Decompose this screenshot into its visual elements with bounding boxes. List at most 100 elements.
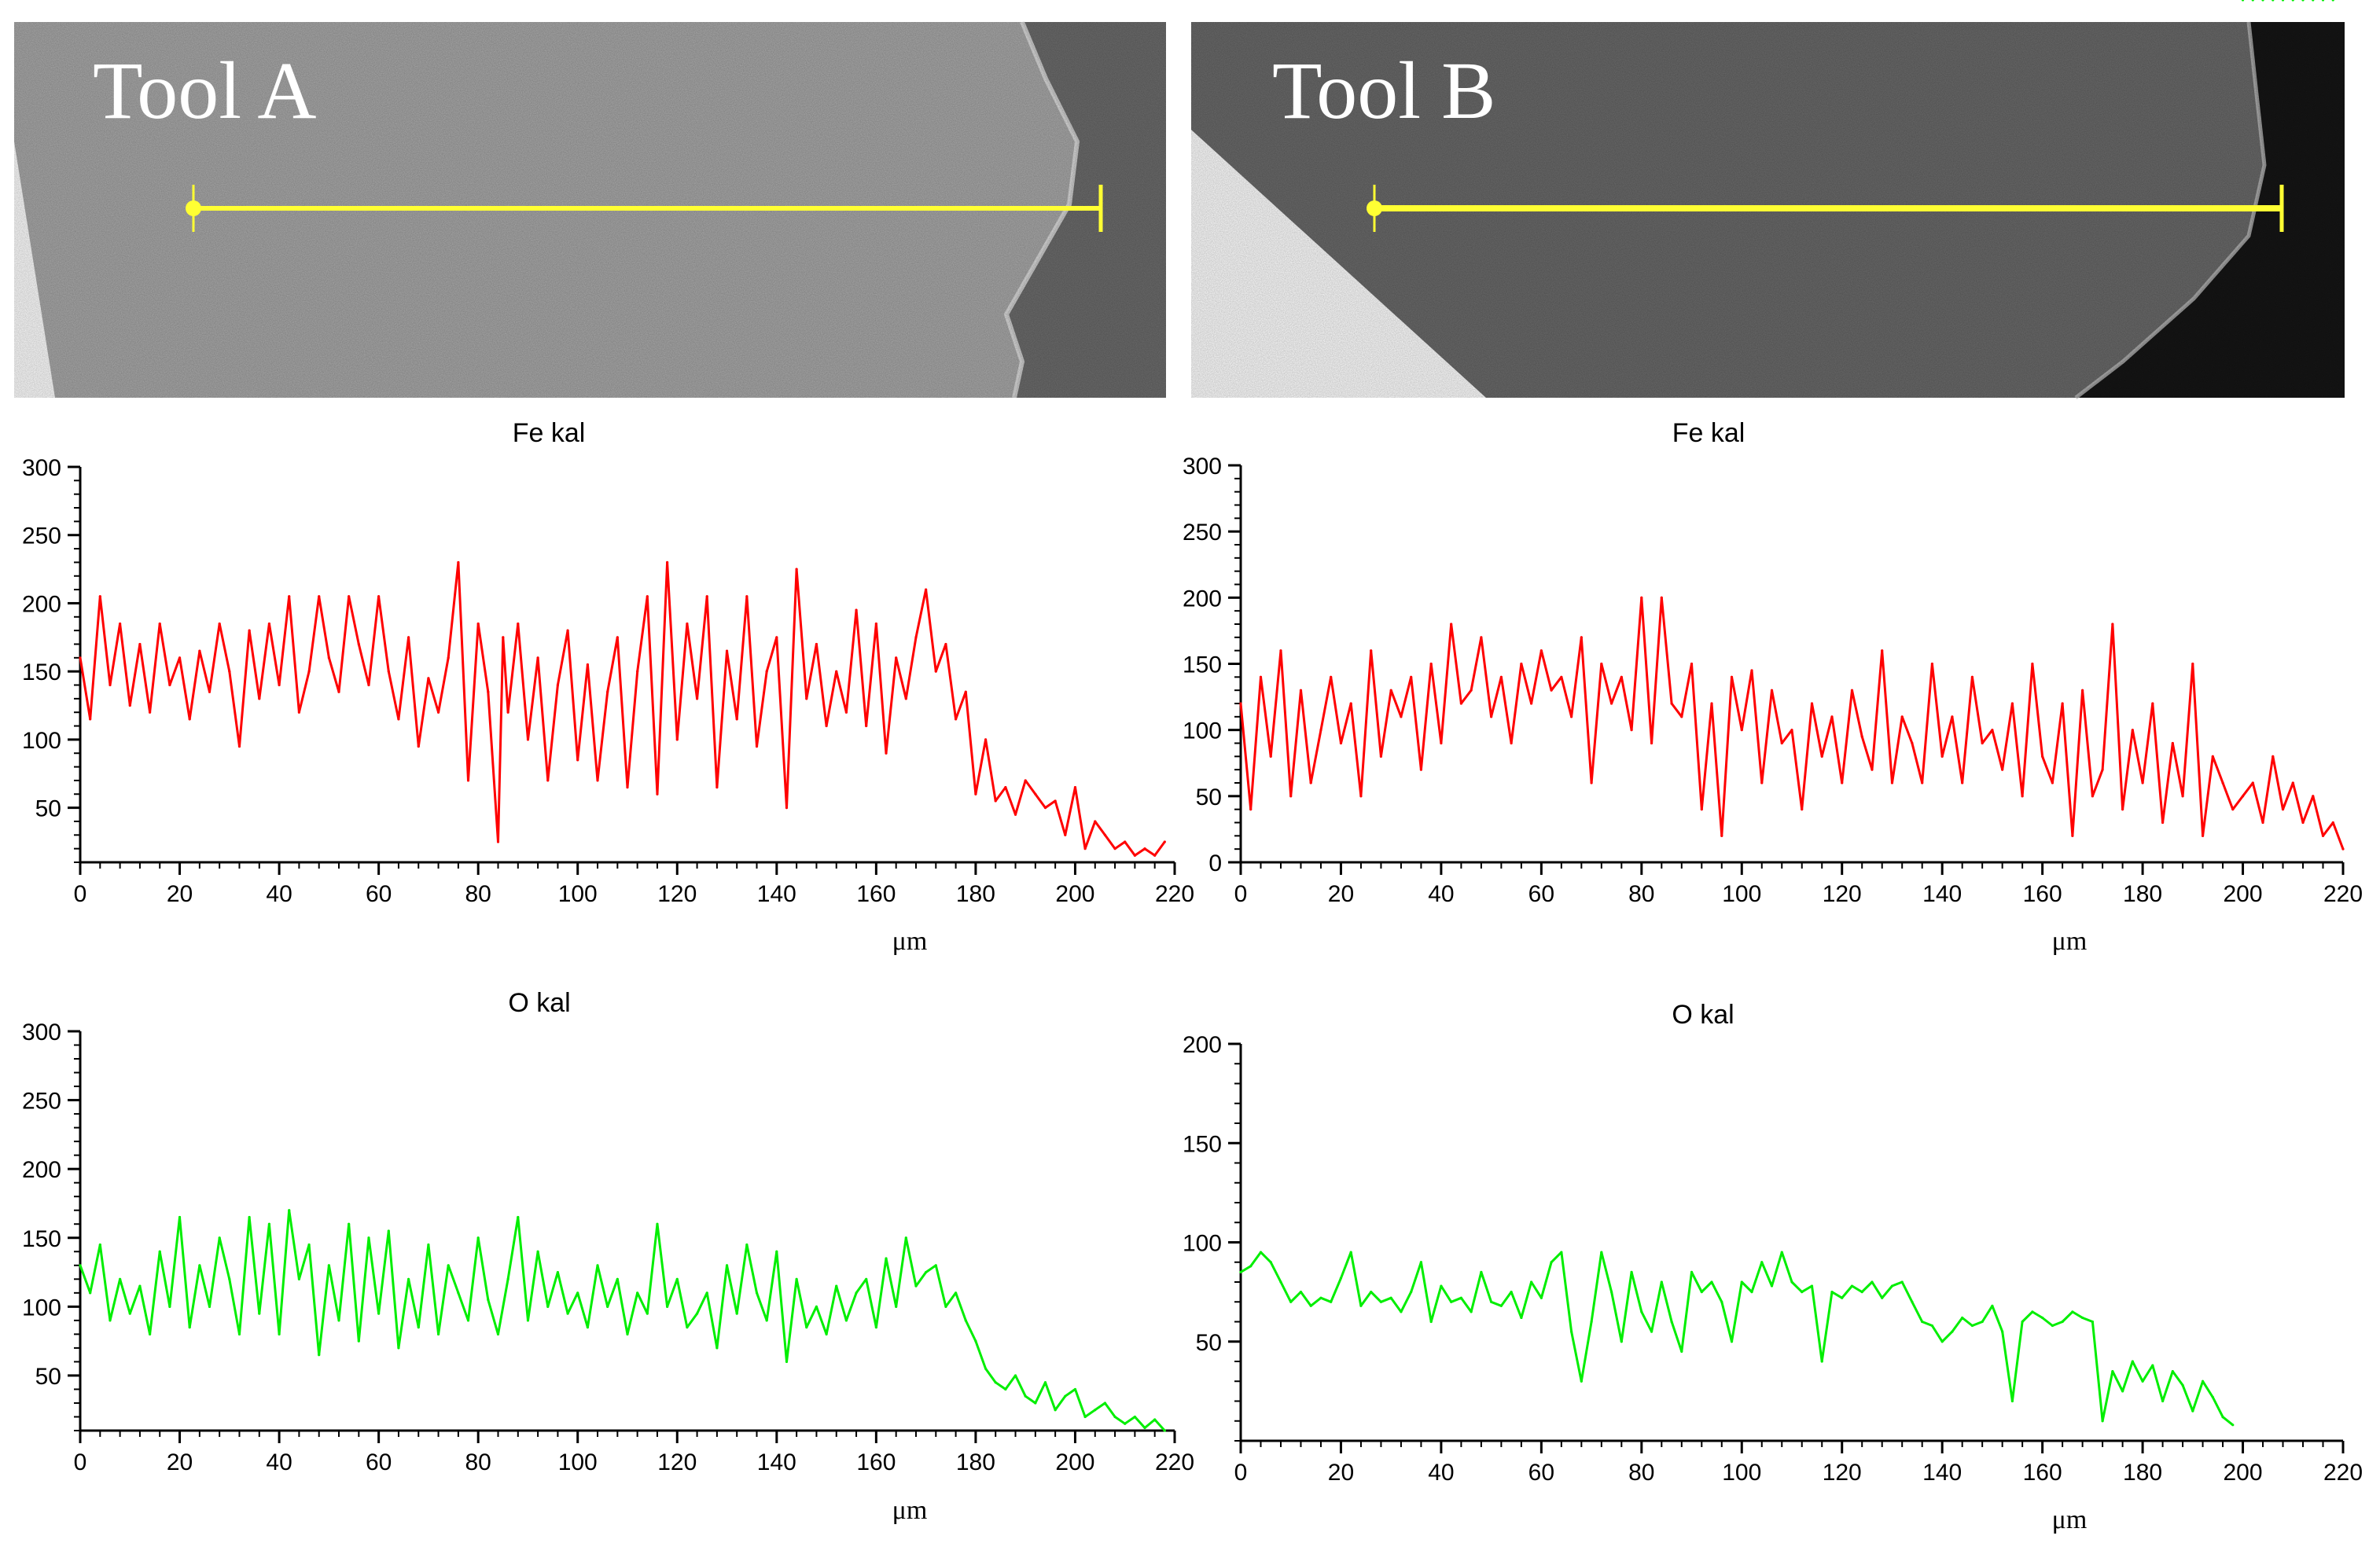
data-point — [318, 1354, 321, 1357]
data-point — [705, 1291, 708, 1295]
data-point — [1133, 854, 1136, 857]
data-point — [646, 595, 649, 598]
data-point — [2301, 821, 2305, 825]
data-point — [1379, 1300, 1383, 1303]
data-point — [1660, 1280, 1663, 1284]
y-tick-label: 200 — [22, 591, 61, 617]
data-point — [2341, 847, 2345, 850]
data-point — [2010, 702, 2014, 705]
data-point — [188, 718, 191, 721]
x-axis-label: μm — [2052, 927, 2088, 956]
data-point — [407, 1277, 410, 1280]
series-line-a1 — [79, 560, 1166, 857]
data-point — [1961, 781, 1964, 784]
data-point — [566, 629, 569, 632]
data-point — [1620, 1340, 1623, 1343]
data-point — [1490, 715, 1493, 718]
data-point — [705, 595, 708, 598]
data-point — [944, 642, 947, 646]
data-point — [168, 683, 171, 687]
data-point — [109, 683, 112, 687]
data-point — [974, 792, 977, 795]
x-tick-label: 140 — [757, 881, 796, 907]
data-point — [1054, 799, 1057, 803]
data-point — [1410, 675, 1413, 678]
data-point — [2261, 0, 2264, 2]
data-point — [715, 786, 719, 789]
data-point — [526, 1319, 530, 1322]
data-point — [2051, 781, 2054, 784]
data-point — [2131, 1360, 2134, 1363]
data-point — [775, 1250, 778, 1253]
sem-image-tool-a: Tool A — [14, 20, 1166, 399]
data-point — [218, 1236, 221, 1240]
series-line-a2 — [79, 1209, 1166, 1432]
data-point — [984, 1367, 988, 1370]
data-point — [128, 1312, 131, 1315]
data-point — [2111, 1370, 2114, 1373]
data-point — [666, 560, 669, 564]
x-axis-label: μm — [892, 1496, 928, 1525]
data-point — [2261, 821, 2264, 825]
data-point — [466, 779, 470, 782]
x-tick-label: 120 — [1823, 881, 1862, 907]
data-point — [606, 1305, 609, 1308]
data-point — [546, 1305, 550, 1308]
data-point — [307, 670, 311, 673]
data-point — [427, 1243, 430, 1247]
data-point — [1830, 715, 1834, 718]
y-tick-label: 0 — [1208, 850, 1222, 876]
data-point — [2151, 1364, 2154, 1367]
data-point — [955, 718, 958, 721]
data-point — [178, 656, 182, 659]
x-tick-label: 20 — [1328, 1460, 1354, 1486]
data-point — [1930, 662, 1934, 666]
y-tick-label: 200 — [22, 1157, 61, 1183]
x-tick-label: 160 — [856, 1449, 896, 1475]
y-tick-label: 250 — [1183, 520, 1222, 546]
data-point — [994, 1381, 997, 1384]
data-point — [2111, 623, 2114, 626]
data-point — [436, 1332, 440, 1335]
data-point — [1510, 1291, 1513, 1294]
data-point — [914, 636, 918, 639]
data-point — [1339, 1277, 1343, 1280]
data-point — [466, 1319, 470, 1322]
data-point — [1820, 755, 1823, 758]
x-tick-label: 20 — [167, 1449, 193, 1475]
data-point — [228, 1277, 231, 1280]
chart-tool-b-fe: Fe kal 0 20 40 60 80 100 120 140 160 180 200 220 0 50 1… — [1183, 418, 2363, 956]
data-point — [506, 1277, 509, 1280]
data-point — [79, 656, 82, 659]
y-tick-label: 100 — [1183, 1231, 1222, 1257]
data-point — [1890, 1284, 1894, 1288]
data-point — [1860, 735, 1863, 738]
data-point — [715, 1346, 719, 1350]
data-point — [755, 1291, 759, 1295]
data-point — [2081, 689, 2084, 692]
data-point — [2101, 1420, 2104, 1423]
data-point — [735, 718, 738, 721]
data-point — [844, 1319, 848, 1322]
x-tick-label: 40 — [266, 1449, 292, 1475]
x-tick-label: 40 — [1428, 1460, 1454, 1486]
data-point — [1319, 729, 1322, 732]
data-point — [2321, 0, 2325, 2]
data-point — [1970, 1324, 1974, 1328]
data-point — [2251, 0, 2254, 2]
data-point — [815, 1305, 818, 1308]
data-point — [506, 711, 509, 714]
data-point — [1259, 675, 1263, 678]
data-point — [387, 670, 390, 673]
data-point — [1309, 1304, 1312, 1307]
x-axis-label: μm — [2052, 1505, 2088, 1534]
data-point — [556, 1270, 560, 1274]
data-point — [278, 1332, 281, 1335]
data-point — [646, 1312, 649, 1315]
data-point — [1330, 1300, 1333, 1303]
data-point — [1750, 1291, 1753, 1294]
data-point — [98, 1243, 101, 1247]
data-point — [1359, 1304, 1363, 1307]
data-point — [476, 622, 480, 626]
data-point — [417, 1326, 420, 1329]
